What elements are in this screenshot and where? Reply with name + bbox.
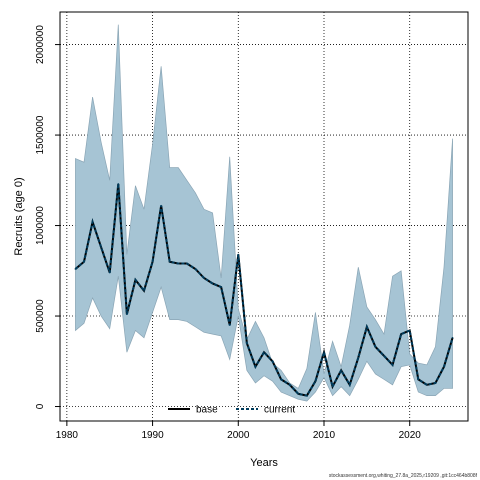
data-point <box>323 351 325 354</box>
data-point <box>434 382 437 384</box>
data-point <box>194 268 197 270</box>
x-tick-label-2010: 2010 <box>313 430 336 441</box>
data-point <box>280 378 282 381</box>
data-point <box>306 394 308 397</box>
data-point <box>160 204 162 207</box>
data-point <box>408 329 411 332</box>
confidence-band-area <box>75 24 453 402</box>
data-point <box>100 246 102 249</box>
data-point <box>74 268 77 270</box>
y-tick-label-1000000: 1000000 <box>35 206 46 245</box>
y-tick-label-2000000: 2000000 <box>35 25 46 64</box>
data-point <box>426 384 428 386</box>
data-point <box>228 324 231 326</box>
y-tick-label-0: 0 <box>35 403 46 409</box>
data-point <box>134 279 137 281</box>
data-point <box>254 365 257 368</box>
series-line-current <box>74 183 454 397</box>
data-point <box>271 360 274 363</box>
legend-current-label: current <box>264 405 295 416</box>
data-point <box>83 260 85 263</box>
data-point <box>314 380 317 382</box>
data-point <box>108 271 111 274</box>
data-point <box>151 260 154 263</box>
data-point <box>340 369 342 372</box>
data-point <box>126 313 128 316</box>
data-point <box>443 365 445 368</box>
data-point <box>168 260 171 263</box>
data-point <box>297 393 300 395</box>
data-point <box>288 384 291 386</box>
data-point <box>357 356 360 359</box>
x-tick-label-1980: 1980 <box>56 430 79 441</box>
legend-base-label: base <box>196 405 218 416</box>
data-point <box>400 333 402 335</box>
data-point <box>177 262 180 265</box>
y-tick-label-500000: 500000 <box>35 299 46 333</box>
data-point <box>203 277 205 279</box>
data-point <box>417 378 420 381</box>
data-point <box>91 221 94 223</box>
data-point <box>451 336 454 339</box>
data-point <box>143 289 145 292</box>
data-point <box>263 351 265 354</box>
data-point <box>117 183 120 185</box>
data-point <box>366 326 368 328</box>
data-point <box>383 355 385 357</box>
x-tick-label-1990: 1990 <box>141 430 164 441</box>
y-axis-title: Recruits (age 0) <box>13 177 25 255</box>
data-point <box>211 282 214 285</box>
data-point <box>348 384 351 386</box>
data-point <box>220 286 222 288</box>
x-tick-label-2000: 2000 <box>227 430 250 441</box>
data-point <box>374 346 377 348</box>
confidence-band <box>75 24 453 402</box>
legend: base current <box>168 405 295 416</box>
series-lines <box>74 183 454 397</box>
data-point <box>186 262 188 265</box>
data-point <box>237 253 240 256</box>
x-tick-label-2020: 2020 <box>399 430 422 441</box>
y-tick-label-1500000: 1500000 <box>35 115 46 154</box>
footer-credit: stockassessment.org,whiting_27.8a_2025,r… <box>329 473 478 479</box>
plot-frame <box>59 11 469 422</box>
data-point <box>391 364 394 366</box>
axes: 1980 1990 2000 2010 2020 0 500000 1000000 150000… <box>35 11 469 441</box>
data-point <box>331 385 334 388</box>
x-axis-title: Years <box>250 457 278 469</box>
data-point <box>246 342 248 344</box>
